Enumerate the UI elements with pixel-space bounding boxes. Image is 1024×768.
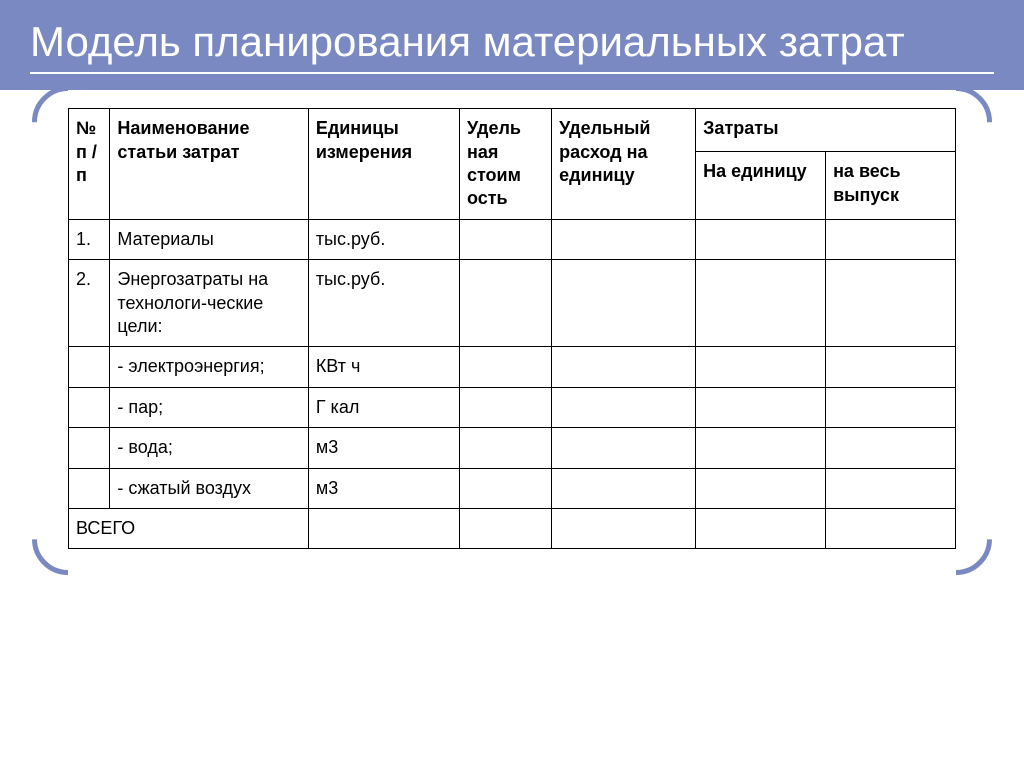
- col-header-udrash: Удельный расход на единицу: [552, 109, 696, 220]
- table-footer: ВСЕГО: [69, 508, 956, 548]
- cell-udrash: [552, 347, 696, 387]
- slide-title: Модель планирования материальных затрат: [30, 18, 994, 74]
- cell-unit: м3: [308, 468, 459, 508]
- cell-num: [69, 468, 110, 508]
- table-header: № п / п Наименование статьи затрат Едини…: [69, 109, 956, 220]
- cell-num: [69, 428, 110, 468]
- cell-udcost: [459, 387, 551, 427]
- col-header-per-unit: На единицу: [696, 152, 826, 220]
- cell-unit: Г кал: [308, 387, 459, 427]
- cell-per_unit: [696, 387, 826, 427]
- cell-num: 1.: [69, 219, 110, 259]
- cell-total: [826, 468, 956, 508]
- cell-udcost: [459, 468, 551, 508]
- slide-content: № п / п Наименование статьи затрат Едини…: [0, 90, 1024, 569]
- col-header-total: на весь выпуск: [826, 152, 956, 220]
- table-body: 1.Материалытыс.руб.2.Энергозатраты на те…: [69, 219, 956, 508]
- col-header-num: № п / п: [69, 109, 110, 220]
- table-row: 1.Материалытыс.руб.: [69, 219, 956, 259]
- footer-label: ВСЕГО: [69, 508, 309, 548]
- col-header-udcost: Удель ная стоим ость: [459, 109, 551, 220]
- table-row: - электроэнергия;КВт ч: [69, 347, 956, 387]
- cell-total: [826, 260, 956, 347]
- footer-udcost: [459, 508, 551, 548]
- cell-per_unit: [696, 428, 826, 468]
- cell-per_unit: [696, 260, 826, 347]
- cell-total: [826, 219, 956, 259]
- cell-name: - вода;: [110, 428, 308, 468]
- cell-udcost: [459, 428, 551, 468]
- cell-num: [69, 387, 110, 427]
- col-header-name: Наименование статьи затрат: [110, 109, 308, 220]
- cell-unit: тыс.руб.: [308, 219, 459, 259]
- cell-udrash: [552, 219, 696, 259]
- footer-total: [826, 508, 956, 548]
- cell-per_unit: [696, 347, 826, 387]
- cell-unit: тыс.руб.: [308, 260, 459, 347]
- table-row: - пар;Г кал: [69, 387, 956, 427]
- costs-table: № п / п Наименование статьи затрат Едини…: [68, 108, 956, 549]
- cell-name: Энергозатраты на технологи-ческие цели:: [110, 260, 308, 347]
- footer-row: ВСЕГО: [69, 508, 956, 548]
- slide-header: Модель планирования материальных затрат: [0, 0, 1024, 90]
- cell-per_unit: [696, 219, 826, 259]
- cell-udcost: [459, 347, 551, 387]
- cell-total: [826, 387, 956, 427]
- cell-udcost: [459, 219, 551, 259]
- cell-udrash: [552, 387, 696, 427]
- cell-udrash: [552, 260, 696, 347]
- cell-unit: м3: [308, 428, 459, 468]
- table-row: - вода;м3: [69, 428, 956, 468]
- cell-udrash: [552, 468, 696, 508]
- table-row: - сжатый воздухм3: [69, 468, 956, 508]
- footer-unit: [308, 508, 459, 548]
- cell-per_unit: [696, 468, 826, 508]
- cell-total: [826, 428, 956, 468]
- header-row-1: № п / п Наименование статьи затрат Едини…: [69, 109, 956, 152]
- cell-total: [826, 347, 956, 387]
- footer-per-unit: [696, 508, 826, 548]
- col-header-unit: Единицы измерения: [308, 109, 459, 220]
- table-row: 2.Энергозатраты на технологи-ческие цели…: [69, 260, 956, 347]
- cell-name: - пар;: [110, 387, 308, 427]
- footer-udrash: [552, 508, 696, 548]
- col-header-costs-group: Затраты: [696, 109, 956, 152]
- cell-udrash: [552, 428, 696, 468]
- cell-name: - сжатый воздух: [110, 468, 308, 508]
- cell-name: Материалы: [110, 219, 308, 259]
- cell-num: 2.: [69, 260, 110, 347]
- cell-unit: КВт ч: [308, 347, 459, 387]
- cell-udcost: [459, 260, 551, 347]
- cell-name: - электроэнергия;: [110, 347, 308, 387]
- cell-num: [69, 347, 110, 387]
